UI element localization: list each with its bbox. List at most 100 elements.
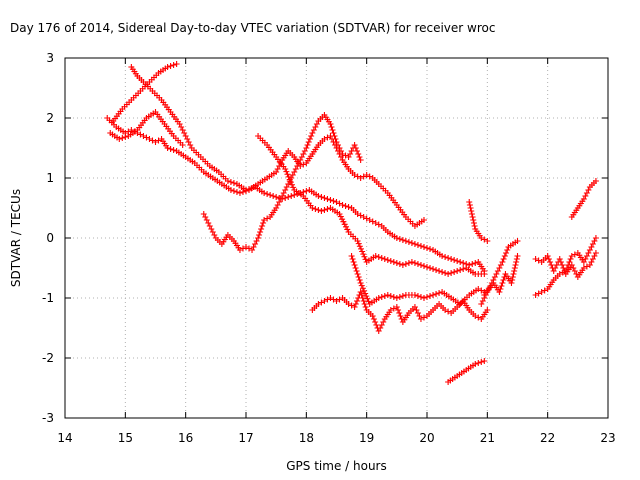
series-track-14 <box>532 235 599 298</box>
series-track-3 <box>110 61 180 124</box>
data-point-fill <box>454 258 461 264</box>
data-point-fill <box>357 212 364 219</box>
data-point <box>357 289 364 295</box>
data-point-fill <box>361 253 368 260</box>
series-track-6 <box>255 133 488 277</box>
data-point-fill <box>583 263 590 270</box>
data-point-fill <box>378 294 385 300</box>
data-point <box>544 253 551 259</box>
data-point-fill <box>298 154 305 160</box>
data-point-fill <box>356 277 363 283</box>
data-point-fill <box>211 232 218 238</box>
data-point <box>303 145 310 151</box>
data-point <box>481 358 488 364</box>
data-point-fill <box>366 173 373 180</box>
data-point <box>393 304 400 310</box>
x-axis-label: GPS time / hours <box>286 459 387 473</box>
data-point <box>333 139 340 145</box>
data-point-fill <box>119 135 126 141</box>
data-point <box>372 253 379 259</box>
series-track-10 <box>445 358 488 385</box>
data-point-fill <box>566 259 573 265</box>
data-point <box>399 262 406 268</box>
data-point-fill <box>380 319 387 325</box>
data-point-fill <box>396 261 403 267</box>
data-point-fill <box>469 214 476 220</box>
data-markers <box>104 61 599 385</box>
data-point-fill <box>390 294 397 300</box>
data-point-fill <box>328 124 335 130</box>
data-point <box>417 262 424 268</box>
data-point-fill <box>424 294 430 300</box>
data-point-fill <box>321 207 328 213</box>
data-point <box>562 268 569 274</box>
data-point-fill <box>375 221 382 228</box>
data-point-fill <box>300 151 307 157</box>
data-point <box>348 253 355 259</box>
data-point <box>375 295 382 301</box>
data-point <box>384 292 391 298</box>
data-point-fill <box>509 277 516 283</box>
data-point-fill <box>501 253 508 259</box>
y-tick-label: 2 <box>46 111 54 125</box>
data-point-fill <box>451 257 458 263</box>
data-point-fill <box>475 360 482 366</box>
data-point <box>164 64 171 70</box>
data-point-fill <box>277 160 284 166</box>
data-point-fill <box>414 261 421 267</box>
x-tick-label: 16 <box>178 431 193 445</box>
data-point-fill <box>342 223 349 230</box>
data-point-fill <box>503 250 510 256</box>
data-point-fill <box>358 292 365 298</box>
data-point <box>478 301 485 307</box>
data-point-fill <box>397 313 404 319</box>
data-point-fill <box>571 268 578 274</box>
data-point-fill <box>445 308 452 315</box>
data-point <box>327 295 334 301</box>
data-point-fill <box>372 319 379 325</box>
data-point <box>318 208 325 214</box>
data-point <box>339 151 346 157</box>
grid-lines <box>65 58 608 418</box>
data-point-fill <box>535 257 542 264</box>
data-point-fill <box>310 127 317 133</box>
data-point <box>532 292 539 298</box>
data-point-fill <box>329 127 336 133</box>
data-point-fill <box>227 179 234 185</box>
data-point <box>508 280 515 286</box>
data-point-fill <box>377 325 384 331</box>
data-point <box>493 271 500 277</box>
data-point <box>327 121 334 127</box>
data-point-fill <box>149 137 156 144</box>
data-point-fill <box>553 262 560 268</box>
data-point <box>472 313 479 319</box>
data-point <box>466 199 473 205</box>
data-point <box>484 238 491 244</box>
data-point-fill <box>457 267 464 273</box>
x-tick-label: 15 <box>118 431 133 445</box>
data-point <box>140 133 147 139</box>
data-point-fill <box>582 256 589 262</box>
data-point <box>270 193 277 199</box>
data-point-fill <box>352 301 359 307</box>
x-tick-label: 22 <box>540 431 555 445</box>
data-point <box>393 295 400 301</box>
data-point-fill <box>479 298 486 304</box>
data-point-fill <box>306 136 313 142</box>
data-point-fill <box>498 283 505 289</box>
x-tick-label: 18 <box>299 431 314 445</box>
data-point <box>442 307 449 313</box>
data-point-fill <box>387 293 394 299</box>
data-point-fill <box>396 294 403 300</box>
data-point-fill <box>460 266 467 272</box>
data-point-fill <box>203 217 210 223</box>
data-point-fill <box>466 202 473 208</box>
data-point-fill <box>375 254 382 260</box>
data-point <box>116 136 123 142</box>
data-point-fill <box>588 259 595 265</box>
data-point <box>592 235 599 241</box>
y-tick-label: -1 <box>42 291 54 305</box>
data-point-fill <box>362 290 369 297</box>
data-point-fill <box>273 194 280 200</box>
data-point-fill <box>233 189 240 195</box>
